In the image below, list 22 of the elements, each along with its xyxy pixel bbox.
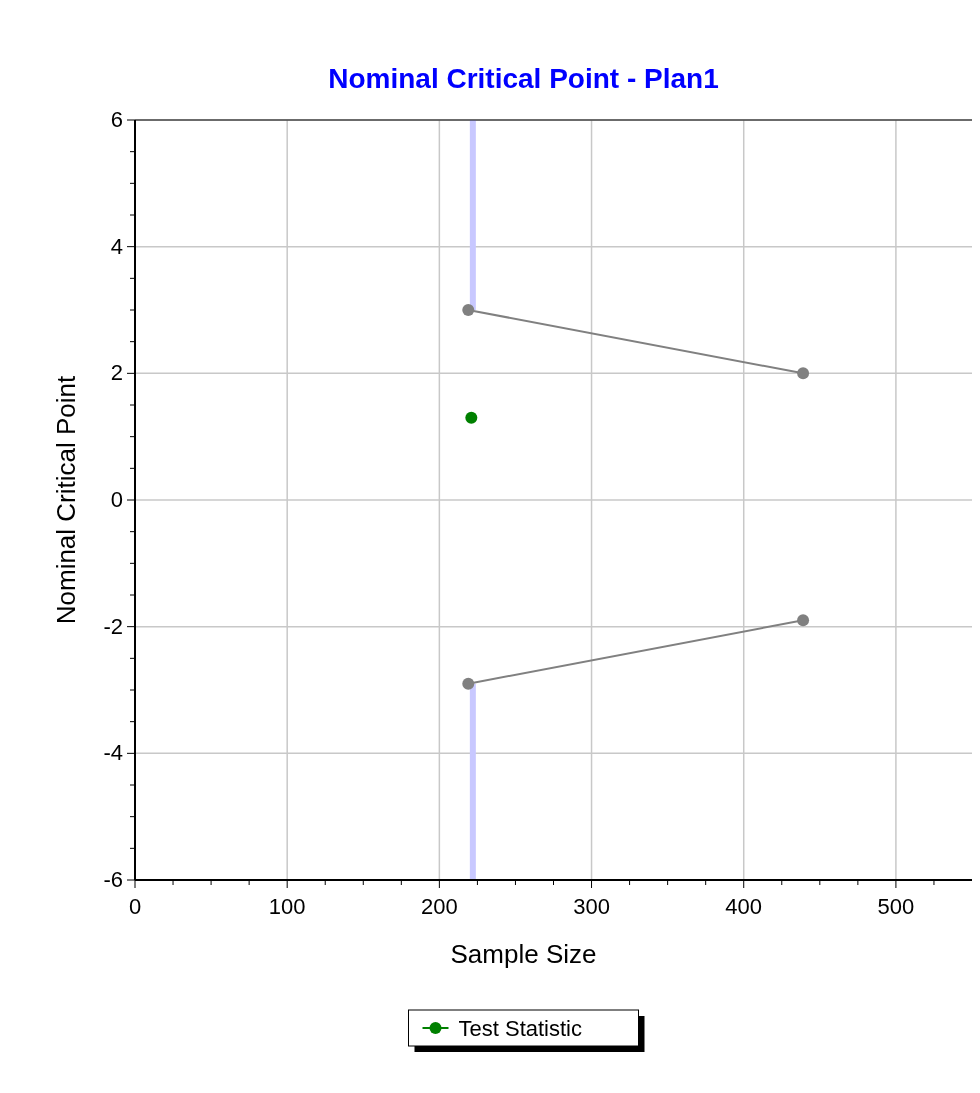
y-tick-label: -6 — [103, 867, 123, 892]
point — [462, 677, 475, 690]
legend-label: Test Statistic — [458, 1016, 582, 1041]
x-tick-label: 500 — [877, 894, 915, 919]
y-tick-label: 4 — [110, 233, 123, 259]
y-axis-title: Nominal Critical Point — [51, 374, 81, 625]
x-tick-label: 300 — [573, 894, 610, 919]
point — [465, 411, 478, 424]
y-tick-label: 0 — [110, 487, 123, 512]
y-tick-label: -4 — [103, 740, 123, 766]
point — [462, 304, 475, 316]
x-tick-label: 200 — [421, 894, 458, 919]
point — [797, 614, 810, 627]
x-tick-label: 0 — [128, 894, 142, 919]
x-axis-title: Sample Size — [450, 939, 597, 969]
y-tick-label: -2 — [103, 613, 123, 639]
y-tick-label: 2 — [110, 360, 123, 386]
y-tick-label: 6 — [110, 107, 123, 132]
point — [797, 367, 810, 380]
x-tick-label: 400 — [725, 894, 763, 919]
x-tick-label: 100 — [268, 894, 306, 919]
chart-title: Nominal Critical Point - Plan1 — [328, 63, 719, 94]
